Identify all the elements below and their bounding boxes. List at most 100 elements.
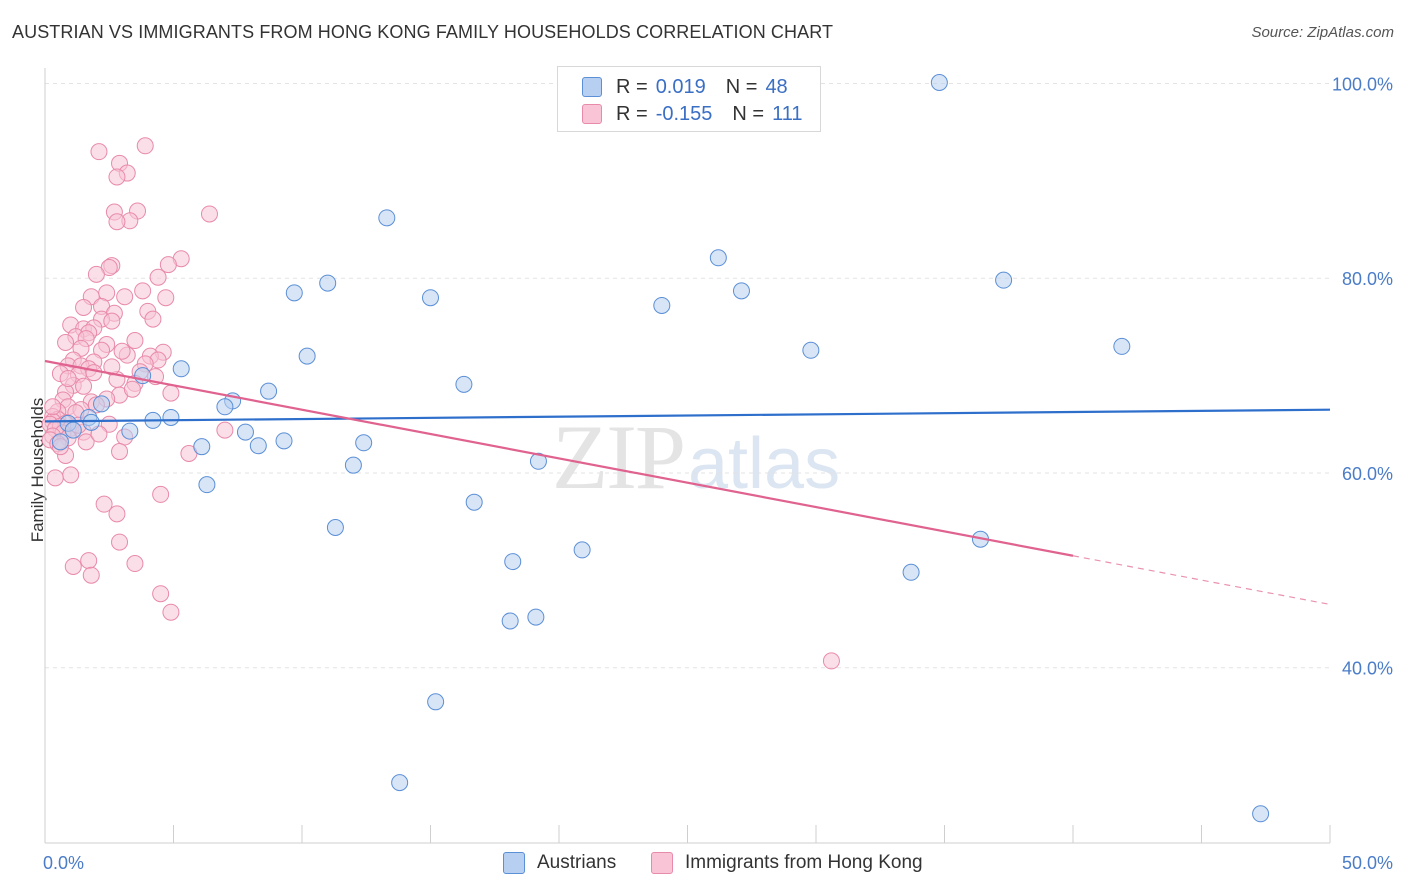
legend-swatch-austrians (503, 852, 525, 874)
hong-kong-point (95, 495, 113, 513)
austrians-point (162, 408, 180, 426)
hong-kong-point (62, 466, 80, 484)
austrians-point (93, 395, 111, 413)
hong-kong-point (77, 433, 95, 451)
hong-kong-point (46, 469, 64, 487)
legend-label-hong-kong: Immigrants from Hong Kong (685, 852, 923, 873)
legend-label-austrians: Austrians (537, 852, 617, 873)
y-tick-label: 100.0% (1332, 74, 1393, 94)
legend-row-hong-kong: R = -0.155 N = 111 (582, 101, 803, 127)
austrians-point (326, 519, 344, 537)
austrians-point (391, 774, 409, 792)
austrians-point (1113, 337, 1131, 355)
hong-kong-point (75, 298, 93, 316)
austrians-point (216, 398, 234, 416)
hong-kong-point (822, 652, 840, 670)
legend-r-label: R = (616, 75, 648, 98)
austrians-point (573, 541, 591, 559)
hong-kong-point (136, 137, 154, 155)
hong-kong-point (103, 358, 121, 376)
stats-legend: R = 0.019 N = 48 R = -0.155 N = 111 (557, 66, 821, 132)
austrians-point (260, 382, 278, 400)
x-tick-label: 50.0% (1342, 853, 1393, 873)
austrians-point (422, 289, 439, 307)
austrians-point (193, 438, 211, 456)
hong-kong-point (216, 421, 234, 439)
austrians-point (172, 360, 190, 378)
legend-n-value: 111 (772, 102, 803, 125)
hong-kong-point (90, 425, 108, 443)
austrians-point (64, 421, 82, 439)
austrians-point (732, 282, 750, 300)
hong-kong-point (149, 268, 167, 286)
legend-n-label: N = (732, 102, 765, 125)
austrians-point (298, 347, 316, 365)
austrians-point (902, 563, 920, 581)
austrians-point (529, 452, 547, 470)
hong-kong-point (57, 333, 75, 351)
hong-kong-point (82, 566, 100, 584)
austrians-point (709, 249, 727, 267)
hong-kong-point (200, 205, 218, 223)
hong-kong-point (64, 557, 82, 575)
hong-kong-trendline-extension (1072, 555, 1331, 606)
austrians-point (802, 341, 820, 359)
source-label: Source: ZipAtlas.com (1251, 24, 1394, 41)
watermark: ZIPatlas (552, 404, 840, 510)
x-tick-label: 0.0% (43, 853, 84, 873)
hong-kong-point (93, 341, 111, 359)
hong-kong-point (152, 485, 170, 503)
hong-kong-point (85, 364, 103, 382)
hong-kong-point (157, 289, 175, 307)
y-tick-label: 60.0% (1342, 464, 1393, 484)
legend-r-label: R = (616, 102, 648, 125)
hong-kong-point (134, 282, 152, 300)
watermark-atlas: atlas (688, 424, 841, 504)
austrians-point (995, 271, 1013, 289)
austrians-point (378, 209, 396, 227)
legend-item-austrians[interactable]: Austrians (503, 852, 616, 874)
chart-title: AUSTRIAN VS IMMIGRANTS FROM HONG KONG FA… (12, 22, 834, 42)
series-legend: Austrians Immigrants from Hong Kong (0, 852, 1406, 878)
austrians-point (275, 432, 293, 450)
hong-kong-point (80, 552, 98, 570)
legend-r-value: -0.155 (655, 102, 713, 125)
austrians-point (355, 434, 373, 452)
hong-kong-point (152, 585, 170, 603)
hong-kong-point (111, 533, 129, 551)
hong-kong-trendline (44, 359, 1074, 557)
y-tick-label: 80.0% (1342, 269, 1393, 289)
austrians-point (236, 423, 254, 441)
austrians-trendline (44, 408, 1331, 423)
austrians-point (51, 433, 69, 451)
austrians-point (285, 284, 303, 302)
austrians-point (427, 693, 445, 711)
hong-kong-point (90, 143, 108, 161)
austrians-point (198, 476, 216, 494)
austrians-point (1252, 805, 1270, 823)
hong-kong-point (162, 603, 180, 621)
hong-kong-point (144, 310, 162, 328)
austrians-point (504, 553, 522, 571)
hong-kong-point (108, 168, 126, 186)
hong-kong-point (72, 339, 90, 357)
hong-kong-point (111, 443, 129, 461)
legend-n-value: 48 (765, 75, 788, 98)
legend-row-austrians: R = 0.019 N = 48 (582, 74, 788, 100)
austrians-point (653, 296, 671, 314)
austrians-point (319, 274, 337, 292)
hong-kong-point (123, 380, 141, 398)
hong-kong-point (108, 213, 126, 231)
hong-kong-point (103, 312, 121, 330)
austrians-point (82, 413, 100, 431)
hong-kong-point (75, 377, 93, 395)
austrians-point (455, 375, 473, 393)
austrians-point (930, 74, 948, 92)
austrians-point (344, 456, 362, 474)
hong-kong-point (159, 256, 177, 274)
hong-kong-point (113, 342, 131, 360)
legend-swatch-austrians (582, 77, 602, 97)
legend-item-hong-kong[interactable]: Immigrants from Hong Kong (651, 852, 923, 874)
y-tick-label: 40.0% (1342, 659, 1393, 679)
